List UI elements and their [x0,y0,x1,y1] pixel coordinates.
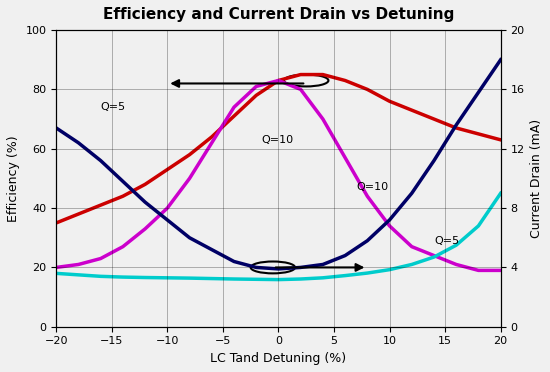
Title: Efficiency and Current Drain vs Detuning: Efficiency and Current Drain vs Detuning [103,7,454,22]
Text: Q=5: Q=5 [101,102,126,112]
Text: Q=10: Q=10 [262,135,294,145]
Text: Q=5: Q=5 [434,236,459,246]
X-axis label: LC Tand Detuning (%): LC Tand Detuning (%) [210,352,346,365]
Y-axis label: Current Drain (mA): Current Drain (mA) [530,119,543,238]
Text: Q=10: Q=10 [356,182,388,192]
Y-axis label: Efficiency (%): Efficiency (%) [7,135,20,222]
